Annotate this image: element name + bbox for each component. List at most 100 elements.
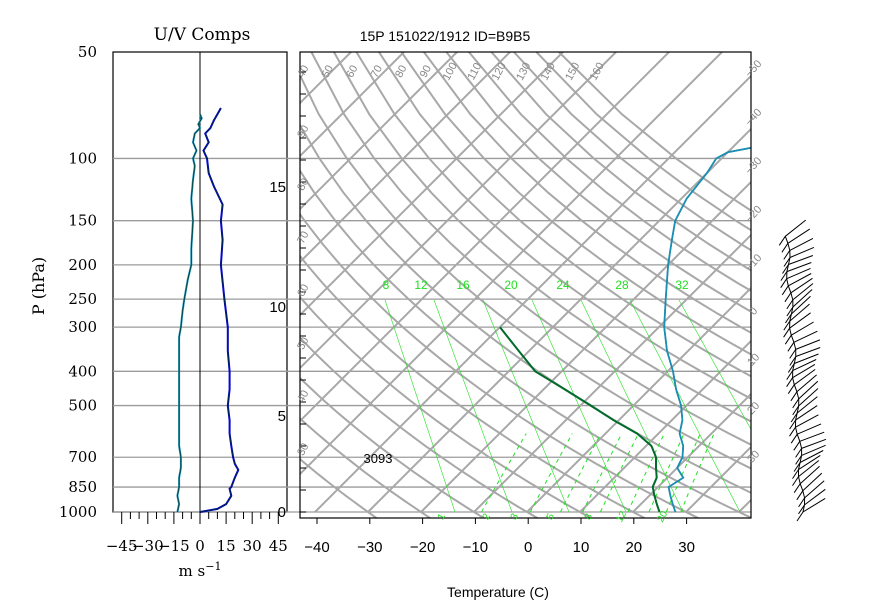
dry-adiabat — [490, 52, 751, 272]
uv-y-tick-label: 200 — [68, 256, 97, 274]
dry-adiabat — [300, 254, 647, 518]
skewt-panel-frame — [299, 51, 752, 519]
uv-y-ticks: 1000 850 700 500 400 300 250 200 150 100 50 — [59, 43, 97, 521]
dry-adiabat — [310, 52, 751, 446]
mixing-ratio-bottom-label: 12 — [614, 509, 629, 524]
mixing-ratio-line — [599, 433, 639, 513]
isotherm-line — [0, 52, 139, 512]
right-isotherm-label: −50 — [743, 58, 764, 80]
isotherm-line — [300, 52, 564, 317]
isotherm-label: 130 — [514, 61, 533, 83]
moist-guide-line — [580, 299, 684, 513]
isotherm-line — [685, 445, 751, 513]
uv-y-tick-label: 50 — [78, 43, 97, 61]
isotherm-line — [300, 52, 511, 264]
mixing-ratio-line — [680, 433, 715, 513]
dry-adiabat — [300, 168, 751, 518]
mixing-ratio-label: 12 — [414, 278, 428, 292]
uv-y-tick-label: 1000 — [59, 503, 97, 521]
right-isotherm-label: 10 — [745, 351, 762, 368]
uv-y-axis-label: P (hPa) — [29, 257, 48, 315]
uv-series-line-edge — [177, 114, 203, 513]
moist-guide-line — [629, 299, 741, 513]
wind-barb-column — [784, 236, 806, 513]
moist-guide-line — [678, 299, 751, 430]
dry-adiabat — [300, 72, 751, 470]
isotherm-label: 50 — [320, 63, 336, 79]
isotherm-line — [300, 52, 405, 158]
isotherm-label: 40 — [295, 63, 311, 79]
moist-guide-line — [531, 299, 627, 513]
temperature-profile — [663, 147, 751, 513]
isotherm-label: 120 — [490, 61, 509, 83]
mixing-ratio-bottom-label: 1 — [436, 511, 449, 521]
dewpoint-profile — [499, 326, 661, 513]
moist-guide-line — [482, 299, 570, 513]
mixing-ratio-bottom-label: 5 — [545, 511, 558, 521]
uv-series-line-edge — [199, 107, 239, 513]
uv-y-tick-label: 150 — [68, 212, 97, 230]
mixing-ratio-line — [665, 433, 701, 513]
dry-adiabat — [300, 295, 593, 518]
uv-y-tick-label: 500 — [68, 397, 97, 415]
uv-panel-title: U/V Comps — [154, 25, 251, 45]
uv-y-tick-label: 400 — [68, 362, 97, 380]
dry-adiabat — [300, 457, 379, 518]
dry-adiabat — [445, 52, 751, 313]
moist-guide-line — [384, 299, 456, 513]
left-isotherm-label: 30 — [295, 441, 311, 457]
isotherm-label: 90 — [418, 63, 434, 79]
isotherm-label: 150 — [563, 61, 582, 83]
dry-adiabat — [378, 52, 751, 378]
isotherm-line — [579, 339, 751, 513]
isotherm-line — [420, 180, 751, 513]
mixing-ratio-label: 32 — [675, 278, 689, 292]
uv-x-tick-label: 15 — [217, 537, 236, 555]
left-isotherm-label: 40 — [295, 388, 311, 404]
uv-x-axis-label: m s−1 — [179, 560, 222, 580]
uv-y-tick-label: 700 — [68, 448, 97, 466]
dry-adiabat — [400, 52, 751, 356]
dry-adiabat — [333, 52, 751, 423]
isotherm-line — [300, 52, 723, 476]
left-isotherm-label: 80 — [295, 176, 311, 192]
mixing-ratio-bottom-label: 3 — [509, 511, 522, 521]
dry-adiabat — [300, 376, 486, 518]
isotherm-line — [314, 74, 751, 513]
uv-y-tick-label: 300 — [68, 318, 97, 336]
uv-x-ticks: −45−30−15 0 15 30 45 — [106, 512, 288, 555]
isotherm-line — [300, 52, 352, 105]
isotherm-line — [738, 498, 751, 513]
dry-adiabat — [558, 52, 751, 212]
height-tick-label: 15 — [269, 179, 286, 196]
height-tick-label: 5 — [278, 408, 286, 425]
skewt-x-tick-label: 10 — [573, 539, 590, 556]
isotherm-line — [632, 392, 751, 513]
isotherm-line — [300, 52, 617, 370]
dry-adiabat — [300, 417, 432, 518]
uv-x-tick-label: 0 — [195, 537, 205, 555]
isotherm-label: 70 — [369, 63, 385, 79]
right-isotherm-label: 20 — [745, 400, 762, 417]
mixing-ratio-line — [648, 433, 685, 513]
skewt-background-lines — [0, 52, 751, 518]
skewt-profiles — [499, 146, 751, 513]
right-isotherm-label: −10 — [743, 252, 764, 274]
height-tick-label: 0 — [278, 504, 286, 521]
uv-y-tick-label: 250 — [68, 290, 97, 308]
uv-x-tick-label: −45 — [106, 537, 138, 555]
skewt-x-axis-label: Temperature (C) — [447, 584, 549, 600]
skewt-x-tick-label: −20 — [410, 539, 435, 556]
isotherm-label: 140 — [539, 61, 558, 83]
dry-adiabat — [300, 336, 540, 518]
mixing-ratio-line — [529, 433, 573, 513]
left-isotherm-label: 70 — [295, 229, 311, 245]
dry-adiabat — [300, 212, 701, 518]
dry-adiabat — [468, 52, 751, 293]
uv-y-tick-label: 850 — [68, 478, 97, 496]
uv-panel: −45−30−15 0 15 30 45 10008507005004003002502… — [29, 25, 301, 580]
isotherm-line — [300, 52, 670, 423]
left-isotherm-label: 90 — [295, 123, 311, 139]
